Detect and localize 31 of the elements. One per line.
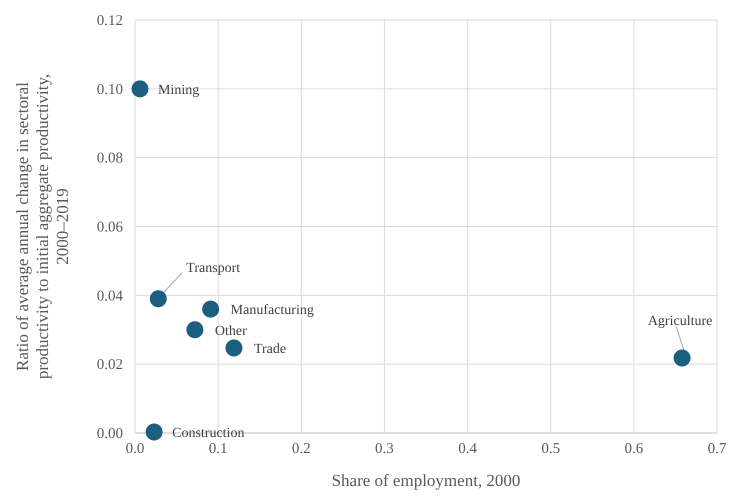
x-tick-label: 0.5: [541, 441, 560, 457]
y-tick-label: 0.10: [96, 82, 123, 98]
y-tick-label: 0.12: [96, 13, 123, 29]
annotation: Transport: [186, 260, 240, 276]
y-tick-label: 0.02: [96, 357, 123, 374]
y-axis-title: Ratio of average annual change in sectoral productivity to initial aggregate productivity, 2000–2019: [13, 74, 72, 380]
annotation: Trade: [254, 342, 286, 357]
annotation: Agriculture: [648, 314, 712, 329]
x-tick-label: 0.6: [624, 441, 644, 457]
x-tick-label: 0.3: [375, 441, 394, 457]
x-tick-label: 0.2: [292, 441, 311, 457]
x-tick-label: 0.1: [208, 441, 228, 457]
point: [146, 423, 163, 440]
y-tick-label: 0.06: [96, 220, 124, 236]
x-axis-title: Share of employment, 2000: [332, 471, 520, 490]
x-tick-label: 0.0: [126, 441, 144, 457]
point: [674, 349, 691, 366]
x-tick-label: 0.4: [458, 441, 478, 457]
point: [186, 321, 204, 338]
point: [131, 80, 148, 98]
y-tick-label: 0.08: [96, 150, 123, 167]
annotation: Mining: [158, 82, 200, 98]
point: [225, 339, 242, 356]
annotation: Other: [214, 324, 248, 339]
annotation: Construction: [172, 426, 244, 441]
point: [150, 290, 167, 308]
annotation: Manufacturing: [230, 303, 314, 318]
y-tick-label: 0.04: [96, 288, 124, 304]
y-tick-label: 0.00: [96, 426, 123, 442]
x-tick-label: 0.7: [708, 441, 727, 457]
point: [202, 300, 220, 318]
